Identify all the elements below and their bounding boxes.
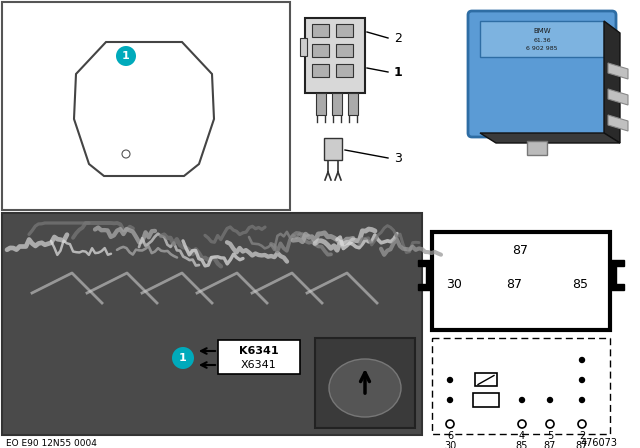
Circle shape (547, 397, 552, 402)
Ellipse shape (329, 359, 401, 417)
Polygon shape (418, 260, 432, 290)
Bar (336, 64, 353, 77)
Bar (432, 232, 610, 330)
Polygon shape (480, 21, 604, 57)
Text: 85: 85 (572, 277, 588, 290)
Text: 30: 30 (444, 441, 456, 448)
Polygon shape (604, 21, 620, 143)
Polygon shape (608, 63, 628, 79)
Bar (473, 393, 499, 407)
Text: 87: 87 (576, 441, 588, 448)
Circle shape (546, 420, 554, 428)
Circle shape (579, 358, 584, 362)
Text: 476073: 476073 (581, 438, 618, 448)
Text: 3: 3 (394, 151, 402, 164)
Text: 5: 5 (547, 431, 553, 441)
Bar (2, 213, 422, 435)
Text: K6341: K6341 (239, 346, 279, 356)
Text: 1: 1 (122, 51, 130, 61)
Bar (300, 38, 307, 56)
Circle shape (447, 397, 452, 402)
Circle shape (579, 378, 584, 383)
Text: 2: 2 (394, 31, 402, 44)
Bar (432, 338, 610, 434)
Circle shape (446, 420, 454, 428)
Bar (2, 2, 290, 210)
Bar (332, 93, 342, 115)
Bar (312, 24, 329, 37)
Bar (316, 93, 326, 115)
Text: 6 902 985: 6 902 985 (526, 47, 557, 52)
Circle shape (447, 378, 452, 383)
Polygon shape (480, 133, 620, 143)
Circle shape (518, 420, 526, 428)
Text: 87: 87 (512, 244, 528, 257)
Circle shape (122, 150, 130, 158)
Polygon shape (608, 89, 628, 105)
Bar (324, 138, 342, 160)
Text: EO E90 12N55 0004: EO E90 12N55 0004 (6, 439, 97, 448)
Bar (305, 18, 365, 93)
Text: 1: 1 (179, 353, 187, 363)
Text: 87: 87 (544, 441, 556, 448)
Polygon shape (608, 115, 628, 131)
Text: 87: 87 (506, 277, 522, 290)
Bar (315, 338, 415, 428)
Circle shape (520, 397, 525, 402)
Polygon shape (610, 260, 624, 290)
Text: BMW: BMW (533, 28, 551, 34)
Text: X6341: X6341 (241, 360, 277, 370)
Text: 4: 4 (519, 431, 525, 441)
Text: 85: 85 (516, 441, 528, 448)
Text: 30: 30 (446, 277, 462, 290)
Bar (475, 374, 497, 387)
Polygon shape (74, 42, 214, 176)
Bar (336, 24, 353, 37)
Circle shape (578, 420, 586, 428)
Text: 61.36: 61.36 (533, 39, 551, 43)
Bar (348, 93, 358, 115)
Text: 6: 6 (447, 431, 453, 441)
Bar (527, 141, 547, 155)
Bar (312, 44, 329, 57)
Circle shape (116, 46, 136, 66)
Bar (336, 44, 353, 57)
Text: 1: 1 (394, 65, 403, 78)
FancyBboxPatch shape (468, 11, 616, 137)
Circle shape (579, 397, 584, 402)
Text: 2: 2 (579, 431, 585, 441)
Circle shape (172, 347, 194, 369)
Bar (218, 340, 300, 374)
Bar (312, 64, 329, 77)
